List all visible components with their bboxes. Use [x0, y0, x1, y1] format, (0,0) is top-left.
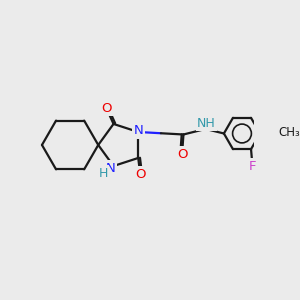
Text: N: N — [106, 161, 116, 175]
Text: O: O — [177, 148, 188, 160]
Text: CH₃: CH₃ — [278, 126, 300, 139]
Text: F: F — [248, 160, 256, 173]
Text: O: O — [135, 168, 146, 181]
Text: N: N — [134, 124, 143, 137]
Text: NH: NH — [197, 117, 216, 130]
Text: H: H — [98, 167, 108, 179]
Text: O: O — [101, 102, 112, 115]
